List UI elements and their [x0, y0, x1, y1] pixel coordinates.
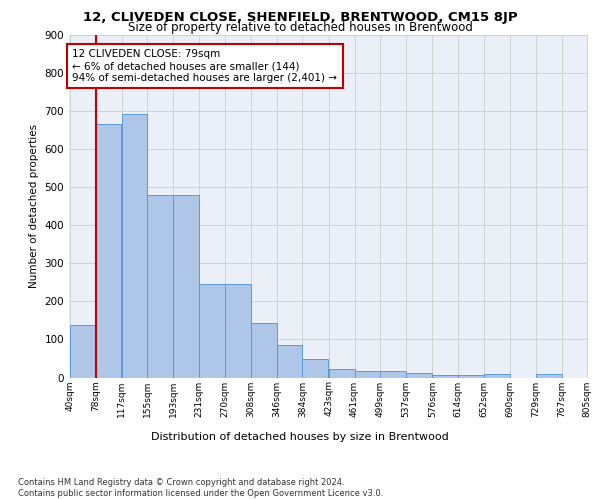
Bar — [329, 369, 355, 378]
Bar — [458, 375, 484, 378]
Bar — [536, 374, 562, 378]
Bar — [484, 374, 509, 378]
Text: Distribution of detached houses by size in Brentwood: Distribution of detached houses by size … — [151, 432, 449, 442]
Bar — [380, 370, 406, 378]
Bar — [406, 374, 431, 378]
Text: Contains HM Land Registry data © Crown copyright and database right 2024.
Contai: Contains HM Land Registry data © Crown c… — [18, 478, 383, 498]
Bar — [226, 284, 251, 378]
Bar — [148, 195, 173, 378]
Bar — [95, 124, 121, 378]
Bar — [355, 370, 380, 378]
Text: Size of property relative to detached houses in Brentwood: Size of property relative to detached ho… — [128, 22, 472, 35]
Bar — [433, 375, 458, 378]
Bar — [199, 284, 224, 378]
Text: 12, CLIVEDEN CLOSE, SHENFIELD, BRENTWOOD, CM15 8JP: 12, CLIVEDEN CLOSE, SHENFIELD, BRENTWOOD… — [83, 11, 517, 24]
Bar — [302, 359, 328, 378]
Y-axis label: Number of detached properties: Number of detached properties — [29, 124, 39, 288]
Bar — [251, 322, 277, 378]
Bar — [122, 114, 148, 378]
Bar — [70, 326, 95, 378]
Bar — [277, 345, 302, 378]
Text: 12 CLIVEDEN CLOSE: 79sqm
← 6% of detached houses are smaller (144)
94% of semi-d: 12 CLIVEDEN CLOSE: 79sqm ← 6% of detache… — [73, 50, 337, 82]
Bar — [173, 195, 199, 378]
